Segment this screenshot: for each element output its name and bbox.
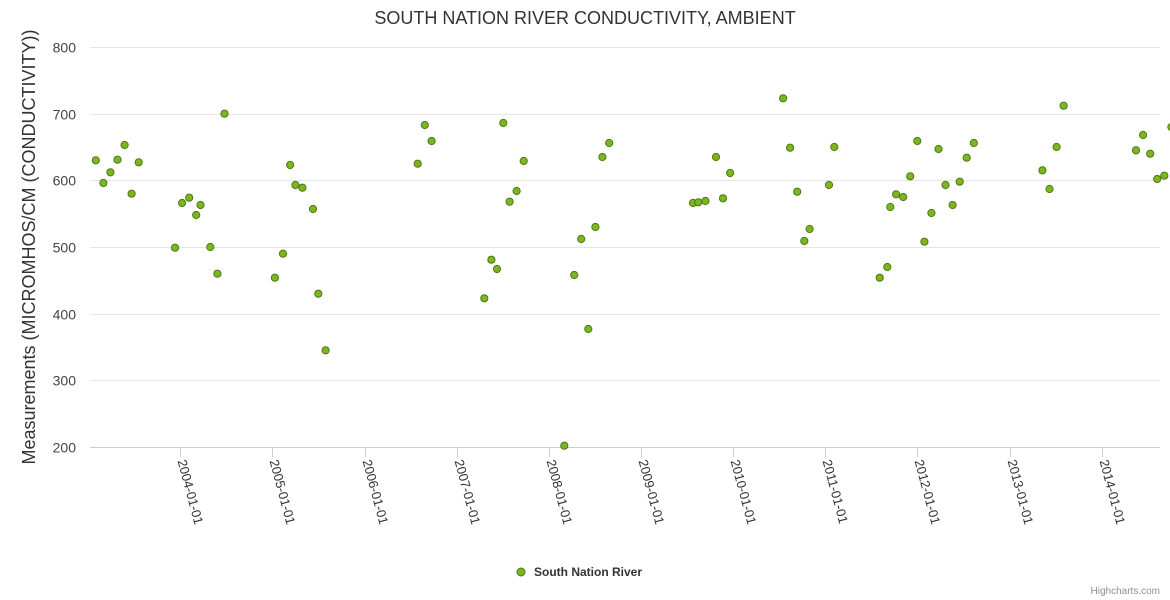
data-point[interactable]	[1167, 123, 1170, 131]
data-point[interactable]	[91, 156, 100, 165]
data-point[interactable]	[786, 143, 795, 152]
data-point[interactable]	[598, 152, 607, 162]
y-axis: 200 300 400 500 600 700 800	[53, 40, 77, 456]
data-point[interactable]	[824, 180, 834, 190]
data-point[interactable]	[134, 158, 143, 167]
data-point[interactable]	[584, 324, 593, 334]
data-point[interactable]	[969, 138, 978, 148]
data-point[interactable]	[1139, 130, 1148, 140]
data-point[interactable]	[314, 289, 323, 298]
y-tick-label: 700	[53, 107, 77, 123]
data-point[interactable]	[800, 236, 809, 246]
data-point[interactable]	[726, 168, 735, 178]
data-point[interactable]	[492, 264, 502, 274]
y-axis-label: Measurements (MICROMHOS/CM (CONDUCTIVITY…	[19, 29, 39, 464]
data-point[interactable]	[941, 180, 950, 190]
data-point[interactable]	[286, 160, 295, 170]
data-point[interactable]	[192, 210, 201, 220]
data-point[interactable]	[1146, 149, 1155, 158]
data-point[interactable]	[830, 142, 839, 152]
data-point[interactable]	[694, 198, 703, 207]
credits-link[interactable]: Highcharts.com	[1091, 586, 1160, 597]
data-point[interactable]	[577, 234, 586, 244]
data-point[interactable]	[196, 200, 205, 210]
data-point[interactable]	[886, 202, 895, 212]
data-point[interactable]	[420, 120, 429, 130]
data-point[interactable]	[505, 197, 514, 206]
data-point[interactable]	[519, 156, 528, 166]
data-point[interactable]	[220, 109, 229, 118]
data-point[interactable]	[906, 172, 915, 181]
data-point[interactable]	[413, 159, 422, 168]
data-point[interactable]	[805, 224, 814, 234]
y-tick-label: 500	[53, 240, 77, 256]
data-point[interactable]	[213, 269, 222, 278]
data-point[interactable]	[920, 237, 929, 246]
data-point[interactable]	[113, 155, 122, 164]
y-tick-label: 200	[53, 440, 77, 456]
y-tick-label: 800	[53, 40, 77, 56]
data-point[interactable]	[185, 193, 194, 202]
y-tick-label: 600	[53, 173, 77, 189]
data-point[interactable]	[1153, 174, 1162, 184]
data-point[interactable]	[927, 208, 936, 218]
data-point[interactable]	[308, 204, 318, 214]
data-point[interactable]	[779, 94, 788, 103]
data-point[interactable]	[270, 273, 279, 282]
legend[interactable]: South Nation River	[516, 565, 642, 579]
data-point[interactable]	[298, 183, 307, 192]
data-point[interactable]	[427, 136, 436, 146]
legend-marker-icon	[516, 567, 526, 577]
data-point[interactable]	[948, 200, 957, 210]
data-point[interactable]	[278, 249, 288, 258]
data-point[interactable]	[499, 118, 508, 128]
gridlines	[90, 47, 1160, 448]
data-point[interactable]	[1045, 184, 1054, 194]
data-point[interactable]	[934, 144, 943, 154]
data-point[interactable]	[512, 186, 521, 196]
data-points	[91, 94, 1170, 450]
data-point[interactable]	[701, 196, 710, 206]
data-point[interactable]	[875, 273, 884, 282]
data-point[interactable]	[178, 198, 187, 208]
data-point[interactable]	[591, 222, 600, 232]
data-point[interactable]	[560, 441, 569, 450]
data-point[interactable]	[1131, 146, 1141, 155]
data-point[interactable]	[291, 180, 300, 190]
data-point[interactable]	[170, 243, 180, 252]
data-point[interactable]	[127, 189, 136, 198]
data-point[interactable]	[955, 177, 964, 186]
data-point[interactable]	[480, 294, 489, 303]
data-point[interactable]	[711, 152, 721, 162]
data-point[interactable]	[120, 140, 129, 150]
data-point[interactable]	[1038, 166, 1047, 175]
data-point[interactable]	[206, 242, 215, 252]
data-point[interactable]	[1059, 101, 1068, 110]
data-point[interactable]	[605, 138, 614, 148]
y-tick-label: 300	[53, 373, 77, 389]
data-point[interactable]	[106, 168, 115, 177]
data-point[interactable]	[1052, 142, 1061, 152]
data-point[interactable]	[321, 346, 330, 355]
data-point[interactable]	[962, 153, 971, 162]
data-point[interactable]	[487, 255, 496, 264]
data-point[interactable]	[793, 187, 802, 196]
y-tick-label: 400	[53, 307, 77, 323]
data-point[interactable]	[570, 270, 579, 280]
data-point[interactable]	[892, 190, 901, 199]
data-point[interactable]	[1160, 171, 1169, 180]
chart-title: SOUTH NATION RIVER CONDUCTIVITY, AMBIENT	[374, 8, 795, 28]
data-point[interactable]	[99, 178, 108, 188]
legend-label[interactable]: South Nation River	[534, 565, 642, 579]
data-point[interactable]	[883, 262, 892, 272]
data-point[interactable]	[718, 194, 728, 203]
data-point[interactable]	[913, 136, 922, 146]
data-point[interactable]	[899, 192, 908, 202]
